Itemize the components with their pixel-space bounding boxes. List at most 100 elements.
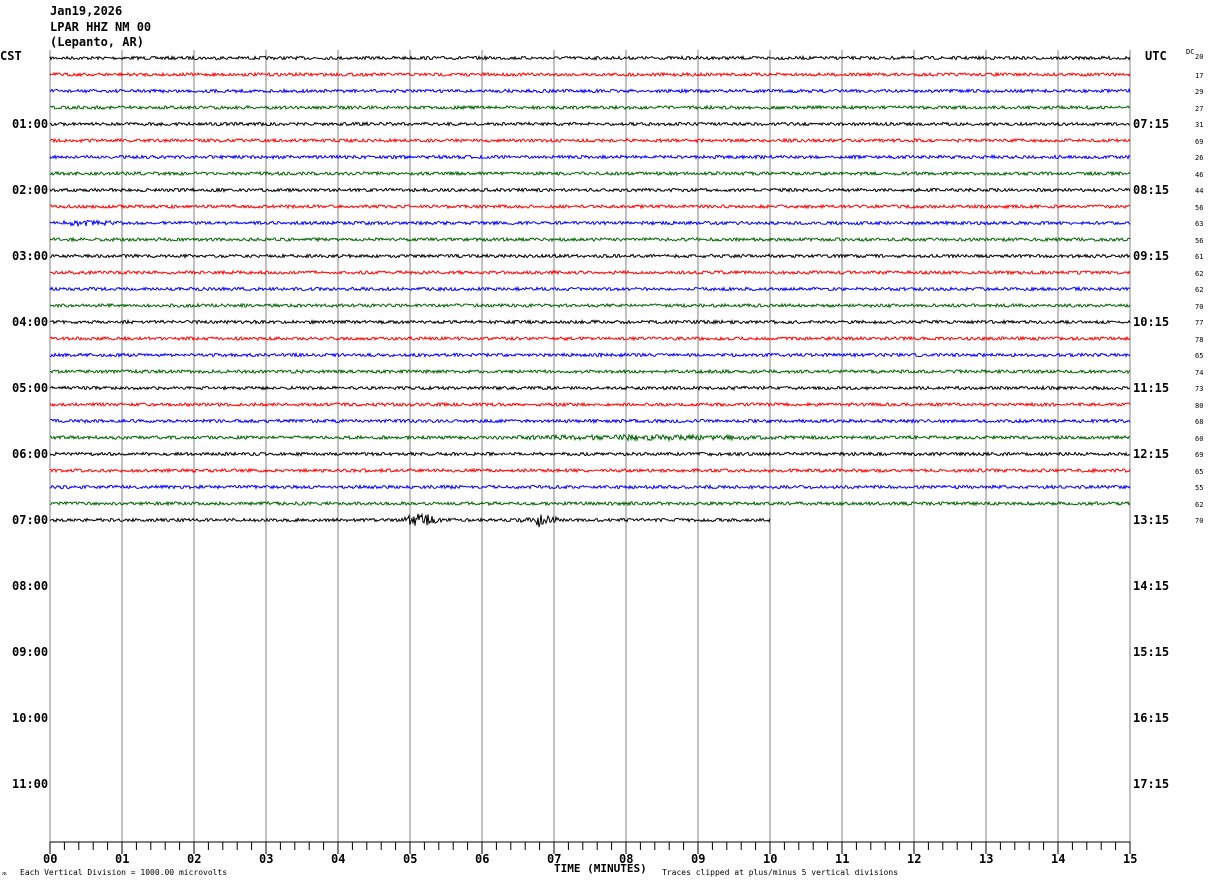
dc-offset-label: 65 xyxy=(1195,352,1204,360)
x-tick-label: 05 xyxy=(403,852,418,866)
left-hour-label: 09:00 xyxy=(12,645,49,659)
seismic-trace xyxy=(49,318,1131,326)
dc-offset-label: 69 xyxy=(1195,451,1204,459)
left-hour-label: 10:00 xyxy=(12,711,49,725)
x-tick-label: 02 xyxy=(187,852,202,866)
x-tick-label: 15 xyxy=(1123,852,1138,866)
dc-offset-label: 20 xyxy=(1195,53,1204,61)
left-hour-label: 08:00 xyxy=(12,579,49,593)
dc-offset-label: 46 xyxy=(1195,170,1204,179)
left-hour-label: 11:00 xyxy=(12,777,49,791)
dc-offset-label: 73 xyxy=(1195,385,1204,393)
x-tick-label: 08 xyxy=(619,852,634,866)
seismic-trace xyxy=(49,302,1131,309)
right-hour-label: 17:15 xyxy=(1133,777,1170,791)
seismic-trace xyxy=(49,384,1131,392)
seismic-trace xyxy=(49,137,1131,144)
dc-offset-label: 77 xyxy=(1195,319,1204,327)
x-tick-label: 04 xyxy=(331,852,346,866)
seismic-trace xyxy=(49,54,1131,62)
dc-offset-label: 61 xyxy=(1195,253,1204,261)
x-axis-label: TIME (MINUTES) xyxy=(554,862,647,875)
seismic-trace xyxy=(49,269,1131,276)
seismic-trace xyxy=(49,104,1131,111)
left-timezone-label: CST xyxy=(0,49,22,63)
seismic-trace xyxy=(49,401,1131,408)
dc-offset-label: 62 xyxy=(1195,500,1204,509)
right-hour-label: 10:15 xyxy=(1133,315,1170,329)
location-label: (Lepanto, AR) xyxy=(50,35,144,49)
seismic-trace xyxy=(49,203,1131,210)
left-hour-label: 06:00 xyxy=(12,447,49,461)
right-hour-label: 09:15 xyxy=(1133,249,1170,263)
dc-offset-label: 70 xyxy=(1195,517,1204,525)
dc-offset-label: 27 xyxy=(1195,104,1204,113)
x-tick-label: 11 xyxy=(835,852,850,866)
dc-offset-label: 62 xyxy=(1195,286,1204,294)
right-hour-label: 13:15 xyxy=(1133,513,1170,527)
right-timezone-label: UTC xyxy=(1145,49,1167,63)
seismic-trace xyxy=(50,433,1131,443)
seismic-trace xyxy=(49,153,1131,161)
dc-offset-label: 17 xyxy=(1195,71,1204,80)
seismic-trace xyxy=(49,500,1131,507)
left-hour-label: 05:00 xyxy=(12,381,49,395)
seismic-trace xyxy=(49,467,1131,474)
seismic-trace xyxy=(49,285,1131,293)
seismic-trace xyxy=(49,71,1131,78)
station-label: LPAR HHZ NM 00 xyxy=(50,20,152,34)
dc-offset-label: 63 xyxy=(1195,220,1204,228)
dc-offset-label: 65 xyxy=(1195,467,1204,476)
seismic-trace xyxy=(49,253,1131,260)
seismic-trace xyxy=(49,335,1131,342)
right-hour-label: 14:15 xyxy=(1133,579,1170,593)
dc-offset-label: 56 xyxy=(1195,203,1204,212)
x-tick-label: 13 xyxy=(979,852,994,866)
seismic-trace xyxy=(50,368,1131,375)
corner-mark: ᴊᴋ xyxy=(2,870,8,877)
seismic-trace xyxy=(49,87,1131,95)
x-tick-label: 10 xyxy=(763,852,778,866)
left-hour-label: 02:00 xyxy=(12,183,49,197)
x-tick-label: 09 xyxy=(691,852,706,866)
right-hour-label: 15:15 xyxy=(1133,645,1170,659)
date-label: Jan19,2026 xyxy=(50,4,123,18)
dc-offset-label: 80 xyxy=(1195,401,1204,410)
x-tick-label: 12 xyxy=(907,852,922,866)
x-tick-label: 06 xyxy=(475,852,490,866)
dc-label: DC xyxy=(1186,48,1195,56)
left-hour-label: 01:00 xyxy=(12,117,49,131)
right-hour-label: 07:15 xyxy=(1133,117,1170,131)
dc-offset-label: 26 xyxy=(1195,154,1204,162)
right-hour-label: 16:15 xyxy=(1133,711,1170,725)
dc-offset-label: 62 xyxy=(1195,269,1204,278)
dc-offset-label: 60 xyxy=(1195,434,1204,443)
x-tick-label: 07 xyxy=(547,852,562,866)
seismic-trace xyxy=(49,187,1131,193)
x-tick-label: 01 xyxy=(115,852,130,866)
seismic-trace xyxy=(49,351,1131,359)
seismic-trace xyxy=(49,219,1131,228)
seismic-trace xyxy=(49,451,1131,457)
clip-note: Traces clipped at plus/minus 5 vertical … xyxy=(662,868,899,877)
seismic-trace xyxy=(49,483,1131,490)
dc-offset-label: 70 xyxy=(1195,302,1204,311)
dc-offset-label: 69 xyxy=(1195,137,1204,146)
seismic-trace xyxy=(49,170,1131,177)
seismic-trace xyxy=(49,512,771,528)
right-hour-label: 11:15 xyxy=(1133,381,1170,395)
seismic-trace xyxy=(49,236,1131,243)
left-hour-label: 07:00 xyxy=(12,513,49,527)
x-tick-label: 00 xyxy=(43,852,58,866)
x-tick-label: 03 xyxy=(259,852,274,866)
dc-offset-label: 78 xyxy=(1195,335,1204,344)
dc-offset-label: 29 xyxy=(1195,88,1204,96)
dc-offset-label: 74 xyxy=(1195,368,1204,377)
dc-offset-label: 31 xyxy=(1195,121,1204,129)
left-hour-label: 03:00 xyxy=(12,249,49,263)
x-tick-label: 14 xyxy=(1051,852,1066,866)
dc-offset-label: 44 xyxy=(1195,187,1204,195)
right-hour-label: 08:15 xyxy=(1133,183,1170,197)
scale-note: Each Vertical Division = 1000.00 microvo… xyxy=(20,868,228,877)
